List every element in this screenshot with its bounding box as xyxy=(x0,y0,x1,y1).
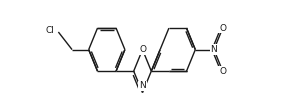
Text: N: N xyxy=(139,81,146,90)
Text: O: O xyxy=(219,24,226,33)
Text: O: O xyxy=(219,67,226,76)
Text: N: N xyxy=(211,45,217,54)
Text: Cl: Cl xyxy=(46,26,55,35)
Text: O: O xyxy=(139,45,146,54)
